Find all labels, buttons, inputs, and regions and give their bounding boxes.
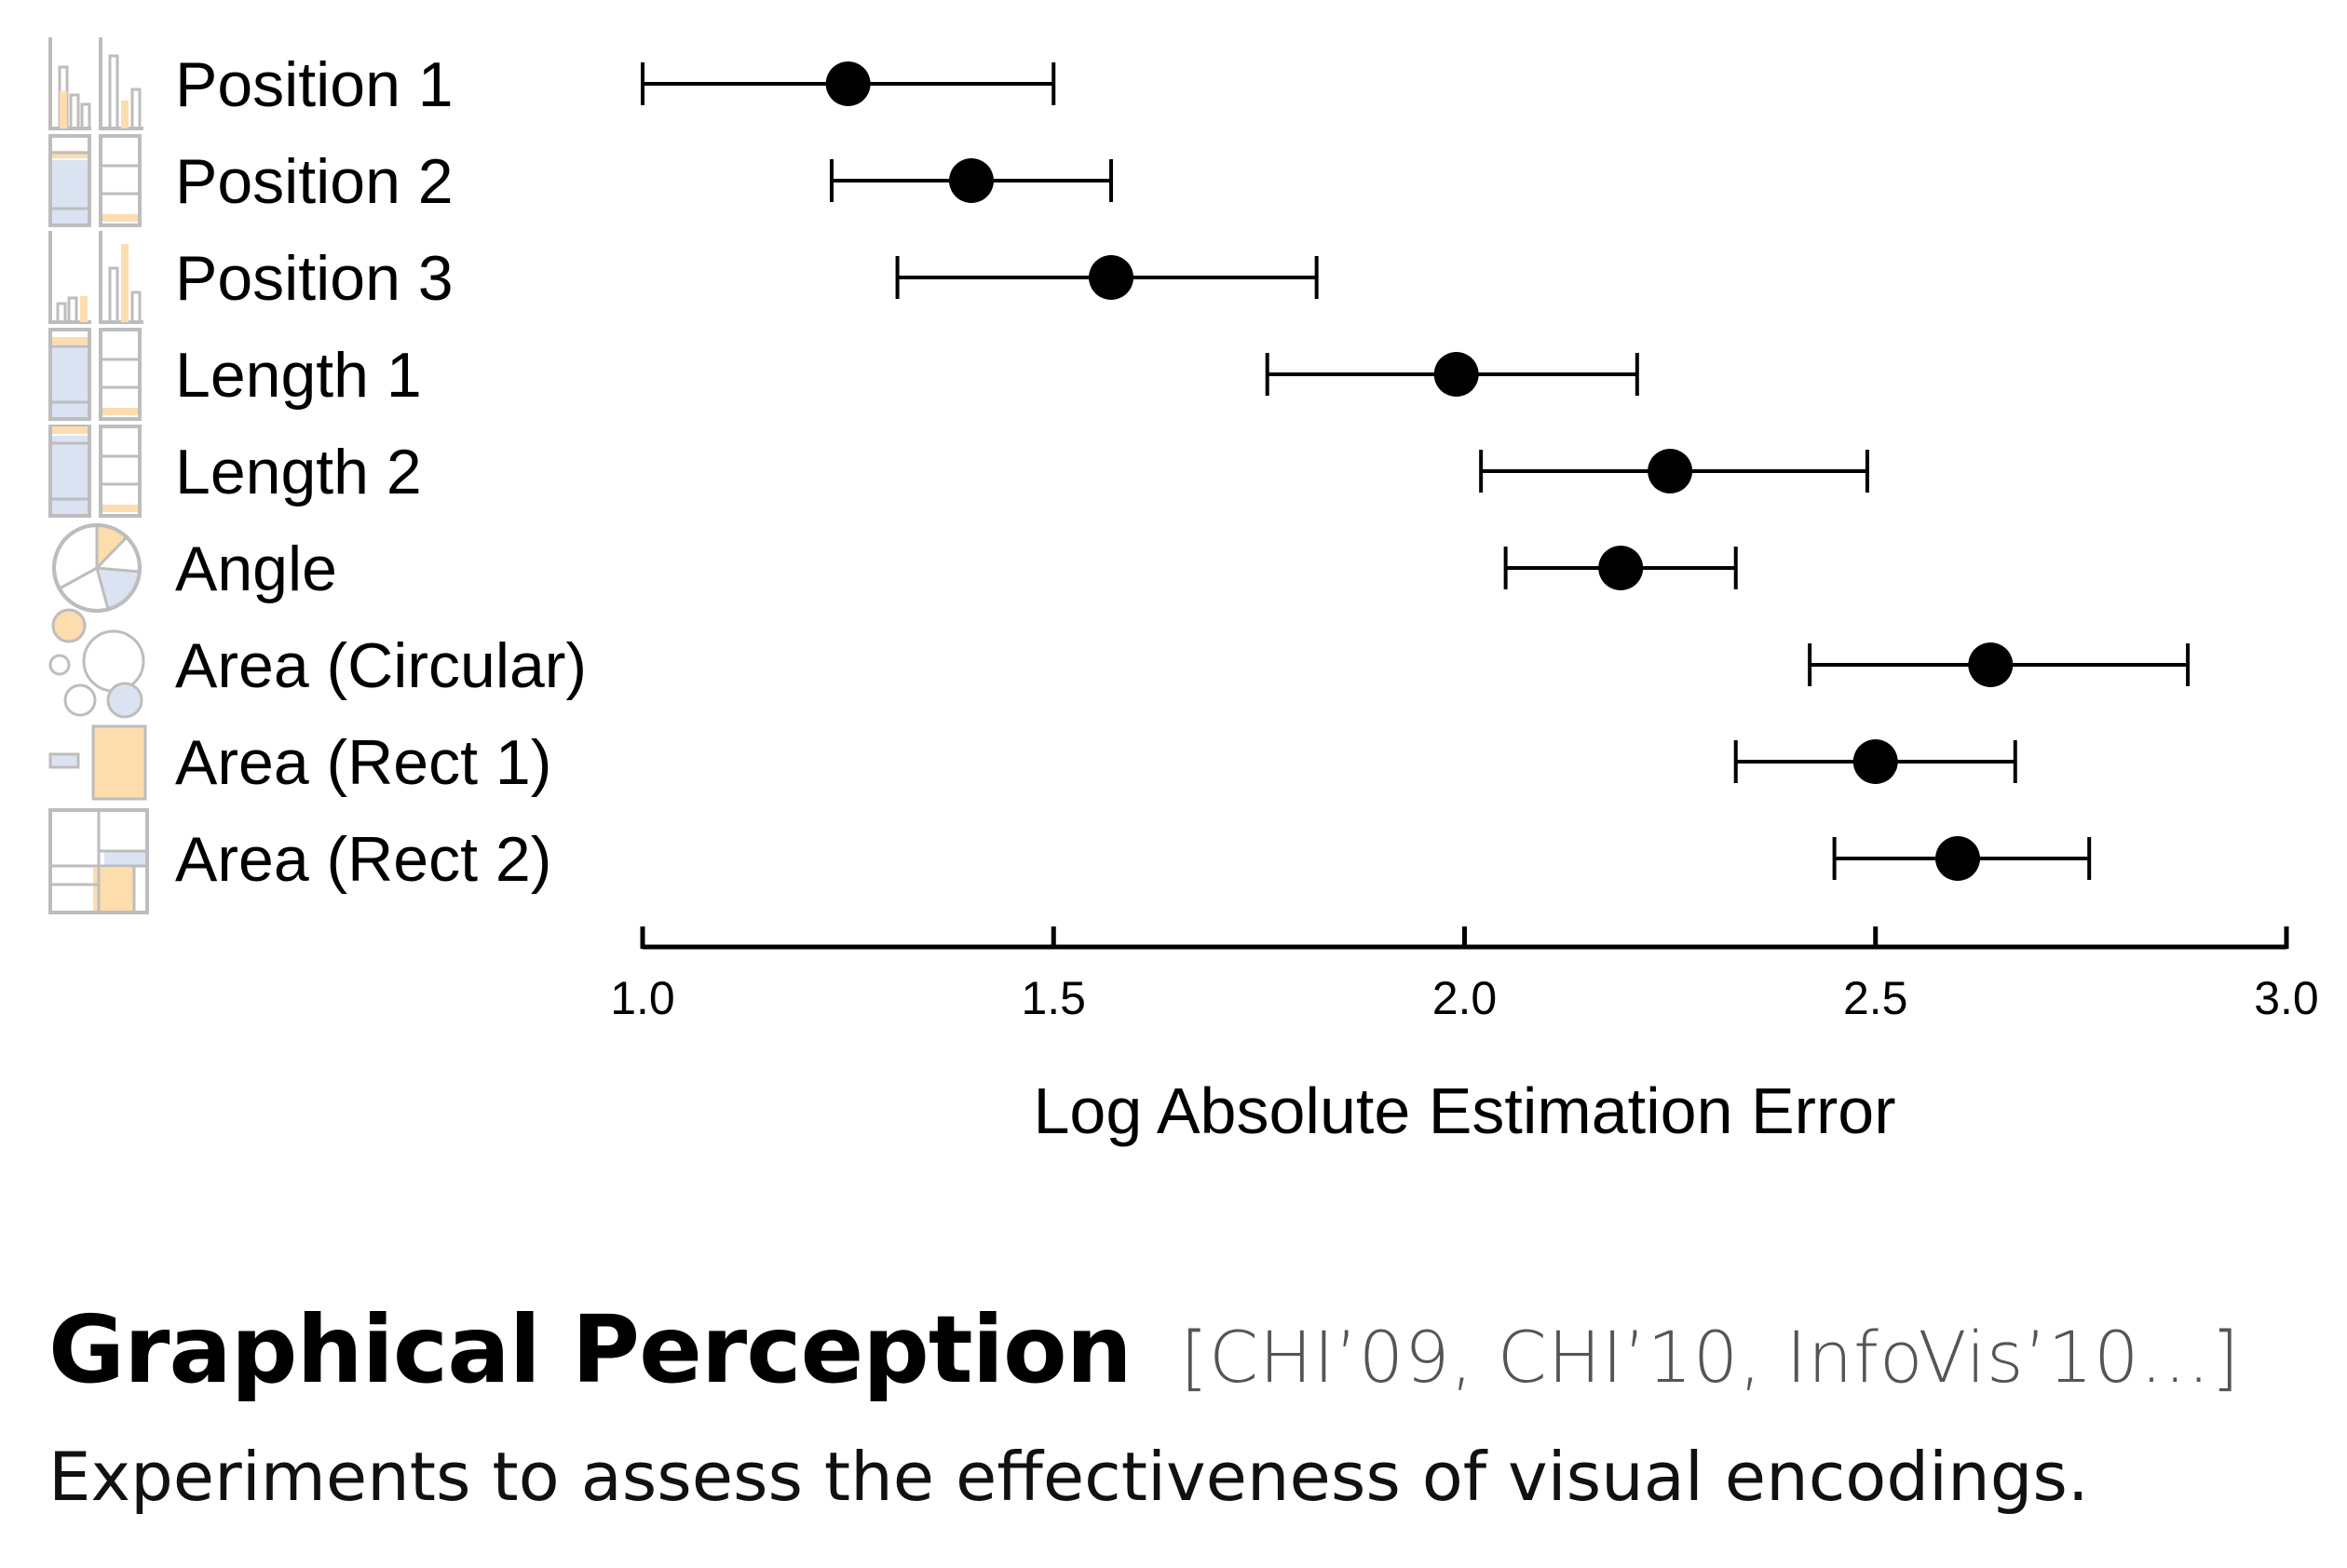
footer-title-row: Graphical Perception [CHI’09, CHI’10, In… [48, 1304, 2321, 1397]
category-label: Area (Rect 2) [175, 824, 551, 895]
x-axis: 1.0 1.5 2.0 2.5 3.0 [610, 926, 2319, 1024]
pie-chart-icon [52, 523, 142, 613]
x-tick-label: 2.0 [1432, 972, 1498, 1024]
mean-point [825, 61, 871, 106]
mean-point [1852, 739, 1898, 784]
footer: Graphical Perception [CHI’09, CHI’10, In… [48, 1304, 2321, 1517]
stacked-bar-icon [48, 134, 142, 227]
x-tick-label: 3.0 [2254, 972, 2319, 1024]
category-icons [48, 37, 149, 914]
x-tick-label: 1.5 [1021, 972, 1086, 1024]
mean-point [1089, 255, 1134, 300]
mean-point [1968, 642, 2014, 687]
rectangles-icon [48, 724, 147, 801]
chart: Position 1 Position 2 Position 3 Length 1 Le… [48, 37, 2319, 1147]
bubbles-icon [48, 608, 145, 719]
error-bars [641, 62, 2191, 880]
category-label: Angle [175, 534, 337, 604]
x-tick-label: 2.5 [1843, 972, 1908, 1024]
mean-point [1598, 546, 1644, 590]
footer-citation: [CHI’09, CHI’10, InfoVis’10…] [1180, 1316, 2241, 1399]
category-label: Position 1 [175, 49, 454, 120]
category-label: Area (Rect 1) [175, 727, 551, 798]
x-axis-title: Log Absolute Estimation Error [1033, 1075, 1895, 1147]
stacked-bar-icon [48, 425, 142, 518]
treemap-icon [48, 808, 149, 914]
bar-chart-icon [48, 37, 143, 130]
mean-point [1648, 449, 1693, 493]
category-label: Position 3 [175, 243, 454, 314]
mean-point [949, 158, 994, 203]
x-tick-label: 1.0 [610, 972, 675, 1024]
footer-title: Graphical Perception [48, 1295, 1133, 1404]
mean-points [825, 61, 2014, 881]
mean-point [1433, 352, 1479, 397]
category-label: Length 2 [175, 437, 422, 507]
stacked-bar-icon [48, 328, 142, 421]
category-label: Area (Circular) [175, 630, 587, 701]
category-label: Length 1 [175, 340, 422, 411]
mean-point [1935, 836, 1980, 881]
category-label: Position 2 [175, 146, 454, 217]
footer-subtitle: Experiments to assess the effectiveness … [48, 1438, 2089, 1516]
bar-chart-icon [48, 231, 143, 324]
category-labels: Position 1 Position 2 Position 3 Length 1 Le… [175, 49, 587, 895]
